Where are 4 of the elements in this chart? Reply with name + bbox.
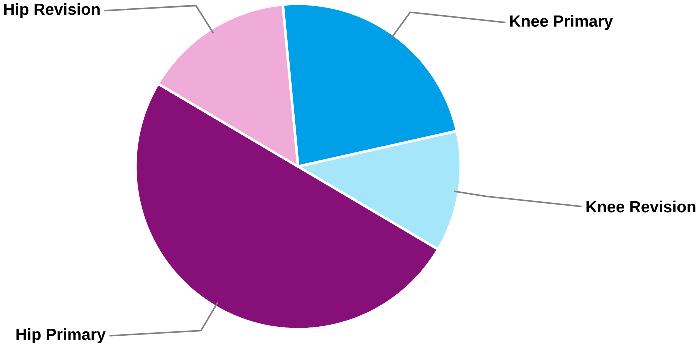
slice-label: Knee Revision xyxy=(586,200,696,213)
slice-label: Knee Primary xyxy=(510,15,614,30)
slice-label: Hip Revision xyxy=(4,3,100,18)
slice-label: Hip Primary xyxy=(16,328,106,344)
